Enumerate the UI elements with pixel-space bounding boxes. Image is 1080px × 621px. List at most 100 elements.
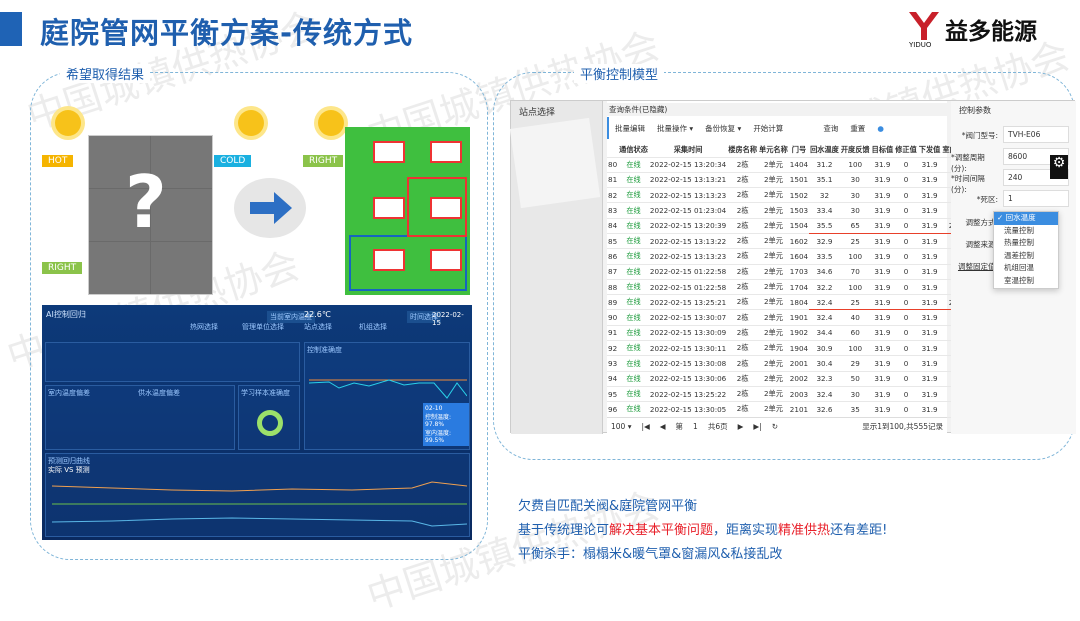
table-cell: 2022-02-15 13:20:34 (648, 157, 728, 173)
table-row[interactable]: 92 在线 2022-02-15 13:30:11 2栋 2单元 1904 30.9 100 3… (607, 340, 973, 357)
column-header[interactable]: 楼房名称 (727, 143, 759, 158)
help-icon[interactable]: ● (877, 123, 884, 133)
table-cell: 90 (607, 309, 619, 326)
pipe (349, 235, 467, 291)
reset-button[interactable]: 重置 (850, 123, 866, 133)
table-cell[interactable]: 0 (894, 217, 918, 234)
table-cell[interactable]: 0 (894, 340, 918, 357)
page-input[interactable]: 1 (693, 421, 698, 431)
tooltip-line: 控制温度: 97.8% (425, 414, 452, 428)
column-header[interactable]: 门号 (788, 143, 810, 158)
table-row[interactable]: 82 在线 2022-02-15 13:13:23 2栋 2单元 1502 32 30 31.9… (607, 187, 973, 204)
option-flow[interactable]: 流量控制 (1004, 225, 1034, 235)
table-cell[interactable]: 0 (894, 294, 918, 311)
table-cell: 31.9 (870, 294, 895, 311)
time-value[interactable]: 2022-02-15 (432, 311, 464, 327)
next-page-icon[interactable]: ▶ (737, 421, 744, 431)
query-conditions-toggle[interactable]: 查询条件(已隐藏) (607, 103, 947, 116)
table-cell[interactable]: 0 (894, 309, 918, 326)
table-row[interactable]: 95 在线 2022-02-15 13:25:22 2栋 2单元 2003 32.4 30 31… (607, 386, 973, 403)
prev-page-icon[interactable]: ◀ (659, 421, 666, 431)
table-row[interactable]: 85 在线 2022-02-15 13:13:22 2栋 2单元 1602 32.9 25 31… (607, 233, 973, 250)
table-row[interactable]: 80 在线 2022-02-15 13:20:34 2栋 2单元 1404 31.2 100 3… (607, 157, 973, 173)
table-row[interactable]: 81 在线 2022-02-15 13:13:21 2栋 2单元 1501 35.1 30 31… (607, 172, 973, 189)
stats-table-panel (45, 342, 300, 382)
table-cell: 70 (839, 264, 871, 280)
batch-operation-button[interactable]: 批量操作 ▾ (657, 123, 694, 133)
option-room-temp[interactable]: 室温控制 (1004, 275, 1034, 285)
first-page-icon[interactable]: |◀ (641, 421, 650, 431)
refresh-icon[interactable]: ↻ (771, 421, 778, 431)
option-unit-return[interactable]: 机组回温 (1004, 263, 1034, 272)
table-cell[interactable]: 0 (894, 172, 918, 189)
gear-icon[interactable]: ⚙ (1050, 155, 1068, 179)
table-cell[interactable]: 0 (894, 187, 918, 204)
table-cell: 2022-02-15 13:13:23 (648, 248, 728, 265)
column-header[interactable]: 回水温度 (809, 143, 840, 158)
table-cell: 31.9 (917, 401, 942, 418)
table-cell[interactable]: 0 (894, 248, 918, 265)
table-cell: 35 (839, 401, 871, 418)
table-row[interactable]: 89 在线 2022-02-15 13:25:21 2栋 2单元 1804 32.4 25 31… (607, 294, 973, 311)
radiator-icon (373, 141, 405, 163)
table-cell[interactable]: 0 (894, 355, 918, 372)
column-header[interactable]: 单元名称 (758, 143, 789, 158)
table-cell: 93 (607, 355, 619, 372)
table-cell: 31.9 (870, 157, 895, 173)
table-cell: 80 (607, 157, 619, 173)
table-cell: 35.1 (809, 172, 840, 189)
column-header[interactable]: 采集时间 (648, 143, 728, 158)
table-cell[interactable]: 0 (894, 157, 918, 173)
table-cell[interactable]: 0 (894, 325, 918, 342)
table-cell[interactable]: 0 (894, 371, 918, 387)
table-row[interactable]: 84 在线 2022-02-15 13:20:39 2栋 2单元 1504 35.5 65 31… (607, 217, 973, 234)
table-row[interactable]: 87 在线 2022-02-15 01:22:58 2栋 2单元 1703 34.6 70 31… (607, 264, 973, 280)
column-header[interactable]: 下发值 (917, 143, 942, 158)
table-row[interactable]: 88 在线 2022-02-15 01:22:58 2栋 2单元 1704 32.2 100 3… (607, 279, 973, 296)
table-cell[interactable]: 0 (894, 202, 918, 219)
balance-model-label: 平衡控制模型 (574, 64, 665, 83)
table-cell: 31.9 (917, 172, 942, 189)
table-cell: 2单元 (758, 340, 789, 357)
last-page-icon[interactable]: ▶| (753, 421, 762, 431)
sidebar-title: 站点选择 (519, 108, 556, 118)
page-size-select[interactable]: 100 ▾ (611, 421, 632, 431)
option-temp-diff[interactable]: 温差控制 (1004, 250, 1034, 260)
table-row[interactable]: 93 在线 2022-02-15 13:30:08 2栋 2单元 2001 30.4 29 31… (607, 355, 973, 372)
table-cell: 在线 (618, 279, 649, 296)
pipe (407, 177, 467, 237)
column-header[interactable]: 开度反馈 (839, 143, 871, 158)
table-cell: 100 (839, 279, 871, 296)
table-cell: 在线 (618, 233, 649, 250)
column-header[interactable]: 修正值 (894, 143, 918, 158)
column-header[interactable] (607, 143, 619, 158)
table-cell: 2栋 (727, 340, 759, 357)
table-cell: 1503 (788, 202, 810, 219)
deadband-input[interactable]: 1 (1003, 190, 1069, 207)
start-calc-button[interactable]: 开始计算 (753, 123, 784, 133)
table-row[interactable]: 94 在线 2022-02-15 13:30:06 2栋 2单元 2002 32.3 50 31… (607, 371, 973, 387)
table-cell: 31.9 (917, 157, 942, 173)
table-cell[interactable]: 0 (894, 386, 918, 403)
batch-edit-button[interactable]: 批量编辑 (615, 123, 645, 133)
option-return-temp[interactable]: ✓ 回水温度 (994, 212, 1058, 225)
adjust-mode-dropdown[interactable]: ✓ 回水温度 流量控制 热量控制 温差控制 机组回温 室温控制 (993, 211, 1059, 289)
table-cell[interactable]: 0 (894, 233, 918, 250)
valve-model-input[interactable]: TVH-E06 (1003, 126, 1069, 143)
table-cell: 87 (607, 264, 619, 280)
table-cell[interactable]: 0 (894, 401, 918, 418)
table-row[interactable]: 86 在线 2022-02-15 13:13:23 2栋 2单元 1604 33.5 100 3… (607, 248, 973, 265)
search-button[interactable]: 查询 (823, 123, 839, 133)
column-header[interactable]: 通信状态 (618, 143, 649, 158)
table-cell[interactable]: 0 (894, 279, 918, 296)
table-row[interactable]: 91 在线 2022-02-15 13:30:09 2栋 2单元 1902 34.4 60 31… (607, 325, 973, 342)
table-row[interactable]: 90 在线 2022-02-15 13:30:07 2栋 2单元 1901 32.4 40 31… (607, 309, 973, 326)
sun-icon (55, 110, 81, 136)
option-heat[interactable]: 热量控制 (1004, 238, 1034, 247)
table-row[interactable]: 83 在线 2022-02-15 01:23:04 2栋 2单元 1503 33.4 30 31… (607, 202, 973, 219)
column-header[interactable]: 目标值 (870, 143, 895, 158)
table-cell: 2003 (788, 386, 810, 403)
backup-restore-button[interactable]: 备份恢复 ▾ (705, 123, 742, 133)
table-cell[interactable]: 0 (894, 264, 918, 280)
table-row[interactable]: 96 在线 2022-02-15 13:30:05 2栋 2单元 2101 32.6 35 31… (607, 401, 973, 418)
